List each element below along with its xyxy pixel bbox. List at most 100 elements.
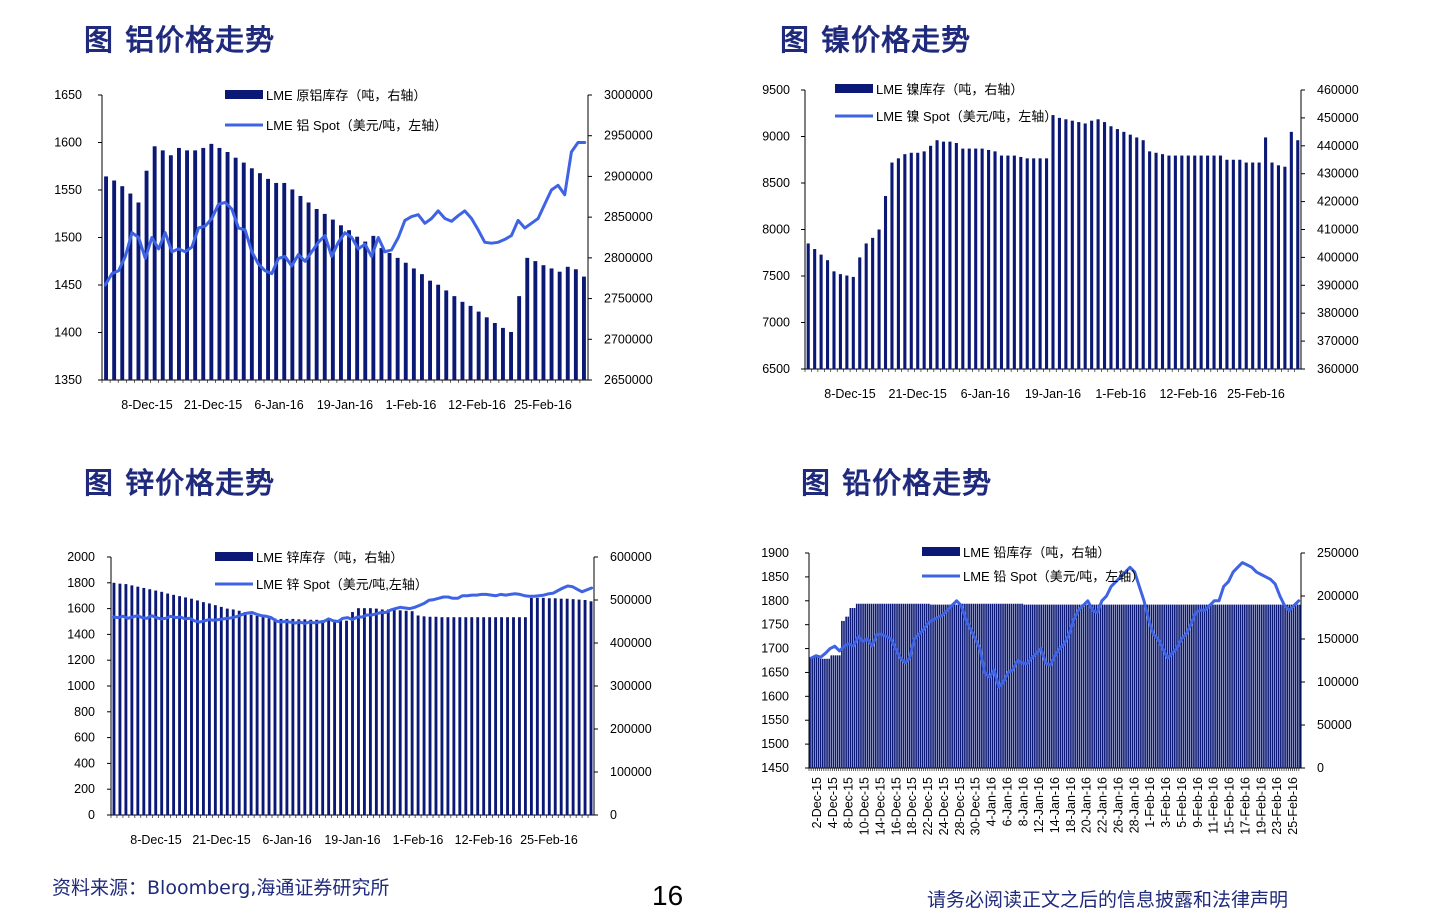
stock-bar — [1289, 131, 1293, 369]
stock-bar — [266, 178, 270, 380]
stock-bar — [1063, 604, 1066, 768]
stock-bar — [987, 149, 991, 369]
right-tick-label: 2700000 — [604, 332, 653, 346]
stock-bar — [966, 603, 968, 768]
stock-bar — [838, 655, 841, 768]
x-tick-label: 8-Dec-15 — [130, 833, 181, 847]
stock-bar — [941, 141, 946, 369]
stock-bar — [891, 603, 894, 768]
stock-bar — [458, 617, 462, 815]
stock-bar — [512, 617, 515, 815]
stock-bar — [1023, 604, 1026, 768]
x-tick-label: 6-Jan-16 — [961, 387, 1010, 401]
stock-bar — [482, 617, 486, 815]
x-tick-label: 18-Dec-15 — [905, 777, 919, 835]
stock-bar — [160, 591, 164, 815]
stock-bar — [938, 604, 941, 768]
x-tick-label: 6-Jan-16 — [1000, 777, 1014, 826]
stock-bar — [995, 603, 998, 768]
stock-bar — [279, 618, 283, 815]
chart-0: 1350 1400 1450 1500 1550 1600 1650 2650000 27000… — [54, 88, 653, 412]
stock-bar — [849, 608, 852, 768]
stock-bar — [1029, 604, 1032, 768]
stock-bar — [362, 608, 366, 815]
stock-bar — [440, 617, 444, 815]
stock-bar — [355, 236, 360, 380]
legend-line-label: LME 铝 Spot（美元/吨，左轴） — [266, 118, 447, 133]
stock-bar — [225, 608, 229, 815]
x-tick-label: 19-Feb-16 — [1254, 777, 1268, 835]
left-tick-label: 1650 — [54, 88, 82, 102]
stock-bar — [446, 617, 450, 815]
stock-bar — [444, 290, 449, 380]
stock-bar — [1186, 155, 1190, 369]
stock-bar — [1152, 604, 1155, 768]
stock-bar — [1238, 159, 1242, 369]
stock-bar — [1146, 604, 1149, 768]
x-tick-label: 8-Dec-15 — [121, 398, 172, 412]
stock-bar — [1218, 604, 1221, 768]
left-tick-label: 1400 — [54, 326, 82, 340]
stock-bar — [1084, 604, 1087, 768]
right-tick-label: 500000 — [610, 593, 652, 607]
stock-bar — [517, 296, 522, 380]
x-tick-label: 21-Dec-15 — [889, 387, 947, 401]
right-tick-label: 360000 — [1317, 362, 1359, 376]
x-tick-label: 2-Dec-15 — [810, 777, 824, 828]
stock-bar — [1256, 604, 1259, 768]
stock-bar — [928, 603, 930, 768]
stock-bar — [885, 603, 888, 768]
stock-bar — [509, 331, 513, 380]
stock-bar — [420, 274, 424, 380]
stock-bar — [357, 608, 360, 815]
stock-bar — [961, 148, 965, 369]
stock-bar — [819, 254, 823, 369]
stock-bar — [559, 598, 563, 815]
stock-bar — [379, 248, 384, 380]
x-tick-label: 22-Dec-15 — [921, 777, 935, 835]
stock-bar — [1077, 122, 1081, 369]
stock-bar — [868, 603, 871, 768]
stock-bar — [981, 603, 983, 768]
stock-bar — [1057, 604, 1059, 768]
right-tick-label: 2800000 — [604, 251, 653, 265]
stock-bar — [1025, 158, 1029, 369]
stock-bar — [309, 619, 313, 815]
left-tick-label: 1600 — [67, 602, 95, 616]
stock-bar — [136, 202, 141, 380]
stock-bar — [1121, 604, 1123, 768]
stock-bar — [1008, 603, 1011, 768]
stock-bar — [978, 603, 981, 768]
chart-title-zinc: 图 锌价格走势 — [84, 466, 276, 500]
stock-bar — [1055, 604, 1057, 768]
stock-bar — [1182, 604, 1185, 768]
stock-bar — [932, 604, 934, 768]
stock-bar — [953, 604, 956, 768]
stock-bar — [961, 603, 964, 768]
stock-bar — [1076, 604, 1079, 768]
left-tick-label: 1450 — [54, 278, 82, 292]
stock-bar — [120, 186, 125, 380]
stock-bar — [930, 604, 932, 768]
stock-bar — [297, 619, 301, 815]
stock-bar — [1252, 604, 1255, 768]
stock-bar — [374, 608, 378, 815]
stock-bar — [830, 655, 833, 768]
stock-bar — [987, 603, 989, 768]
stock-bar — [1091, 604, 1093, 768]
stock-bar — [1044, 604, 1047, 768]
stock-bar — [468, 305, 473, 380]
stock-bar — [255, 615, 259, 815]
stock-bar — [944, 604, 947, 768]
stock-bar — [452, 296, 457, 380]
stock-bar — [1154, 152, 1158, 369]
stock-bar — [1277, 604, 1280, 768]
x-tick-label: 1-Feb-16 — [393, 833, 444, 847]
stock-bar — [1282, 604, 1284, 768]
x-tick-label: 19-Jan-16 — [317, 398, 373, 412]
stock-bar — [1038, 604, 1040, 768]
stock-bar — [1299, 604, 1301, 768]
stock-bar — [1135, 604, 1138, 768]
right-tick-label: 2650000 — [604, 373, 653, 387]
stock-bar — [999, 155, 1004, 369]
